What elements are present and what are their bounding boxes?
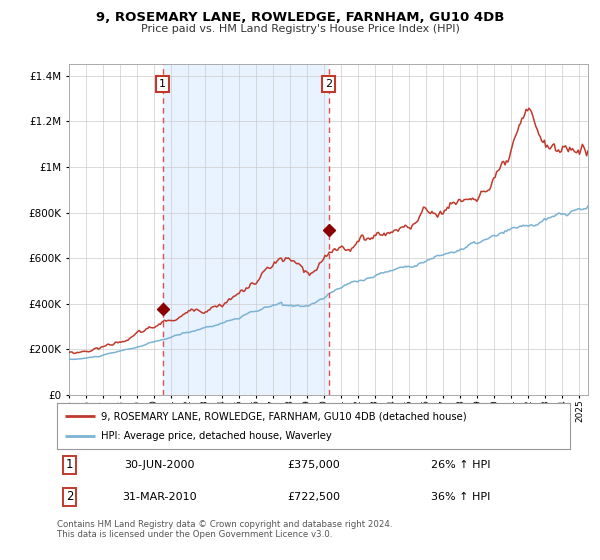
- Text: 2: 2: [66, 491, 74, 503]
- Text: 30-JUN-2000: 30-JUN-2000: [124, 460, 195, 470]
- Text: 1: 1: [66, 459, 74, 472]
- Text: 2: 2: [325, 79, 332, 89]
- Text: £375,000: £375,000: [287, 460, 340, 470]
- Text: £722,500: £722,500: [287, 492, 340, 502]
- Text: 26% ↑ HPI: 26% ↑ HPI: [431, 460, 491, 470]
- Text: 9, ROSEMARY LANE, ROWLEDGE, FARNHAM, GU10 4DB: 9, ROSEMARY LANE, ROWLEDGE, FARNHAM, GU1…: [96, 11, 504, 24]
- Text: HPI: Average price, detached house, Waverley: HPI: Average price, detached house, Wave…: [101, 431, 331, 441]
- Bar: [163, 64, 329, 395]
- Text: 1: 1: [159, 79, 166, 89]
- Text: Price paid vs. HM Land Registry's House Price Index (HPI): Price paid vs. HM Land Registry's House …: [140, 24, 460, 34]
- Text: 36% ↑ HPI: 36% ↑ HPI: [431, 492, 491, 502]
- Text: 31-MAR-2010: 31-MAR-2010: [122, 492, 197, 502]
- Text: Contains HM Land Registry data © Crown copyright and database right 2024.
This d: Contains HM Land Registry data © Crown c…: [57, 520, 392, 539]
- Text: 9, ROSEMARY LANE, ROWLEDGE, FARNHAM, GU10 4DB (detached house): 9, ROSEMARY LANE, ROWLEDGE, FARNHAM, GU1…: [101, 411, 466, 421]
